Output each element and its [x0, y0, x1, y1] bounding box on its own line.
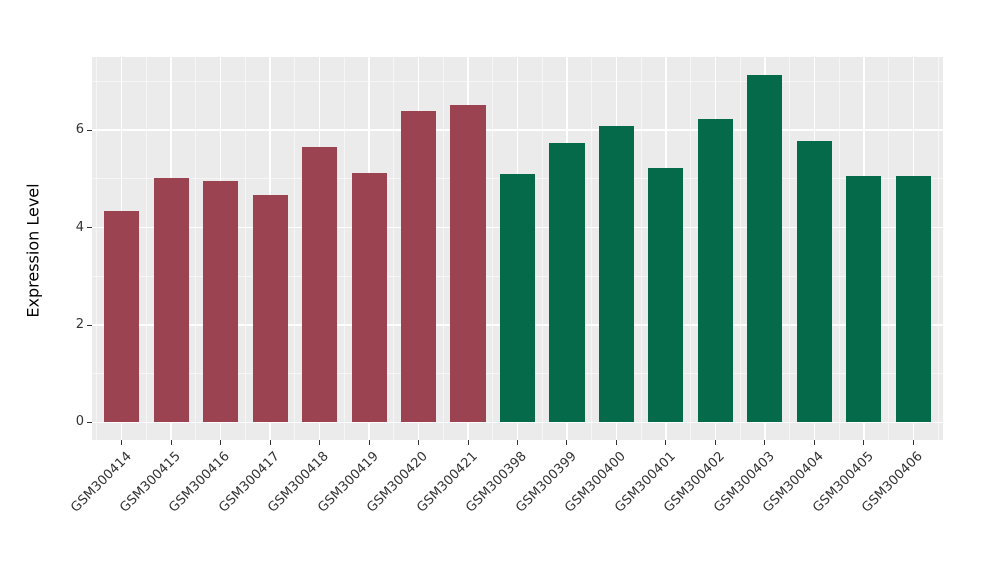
bar-GSM300417 [252, 195, 288, 423]
x-tick-mark [220, 440, 222, 445]
gridline-minor-v [244, 57, 246, 440]
x-tick-mark [863, 440, 865, 445]
gridline-minor-v [690, 57, 692, 440]
y-tick-mark [87, 227, 92, 229]
gridline-minor-v [591, 57, 593, 440]
bar-GSM300414 [104, 211, 140, 423]
x-tick-mark [418, 440, 420, 445]
bar-GSM300398 [499, 174, 536, 423]
y-tick-label: 0 [75, 414, 84, 430]
x-tick-mark [170, 440, 172, 445]
gridline-minor-v [442, 57, 444, 440]
bar-GSM300399 [549, 143, 585, 423]
bar-GSM300421 [450, 104, 486, 423]
bar-GSM300416 [203, 181, 239, 423]
gridline-minor-v [195, 57, 197, 440]
x-tick-mark [269, 440, 271, 445]
x-tick-mark [319, 440, 321, 445]
bar-GSM300403 [747, 74, 783, 423]
gridline-minor-v [393, 57, 395, 440]
bar-GSM300400 [598, 126, 634, 423]
gridline-minor-v [937, 57, 939, 440]
gridline-minor-v [294, 57, 296, 440]
x-tick-mark [764, 440, 766, 445]
bar-GSM300419 [351, 172, 387, 423]
x-tick-mark [121, 440, 123, 445]
y-tick-label: 6 [75, 122, 84, 138]
x-tick-mark [467, 440, 469, 445]
gridline-minor-v [739, 57, 741, 440]
gridline-minor-v [789, 57, 791, 440]
x-tick-mark [714, 440, 716, 445]
gridline-minor-v [96, 57, 98, 440]
bar-GSM300420 [400, 110, 437, 423]
y-axis-title: Expression Level [23, 183, 43, 318]
x-tick-mark [517, 440, 518, 445]
x-tick-mark [615, 440, 617, 445]
bar-GSM300402 [697, 118, 733, 423]
gridline-minor-v [145, 57, 147, 440]
gridline-minor-v [640, 57, 642, 440]
y-tick-mark [87, 129, 92, 131]
bar-GSM300401 [648, 167, 684, 423]
y-tick-mark [87, 324, 92, 326]
x-tick-mark [566, 440, 568, 445]
bar-GSM300404 [796, 140, 832, 423]
bar-GSM300418 [302, 146, 338, 423]
x-tick-mark [368, 440, 370, 445]
gridline-minor-v [838, 57, 840, 440]
gridline-minor-v [343, 57, 345, 440]
y-tick-label: 2 [75, 317, 84, 332]
bar-GSM300405 [846, 175, 882, 423]
plot-panel [92, 57, 943, 440]
gridline-minor-v [888, 57, 890, 440]
bar-GSM300415 [153, 178, 189, 423]
y-tick-mark [87, 421, 92, 423]
bar-GSM300406 [895, 175, 931, 423]
gridline-minor-v [492, 57, 494, 440]
x-tick-mark [665, 440, 667, 445]
gridline-minor-v [541, 57, 543, 440]
y-tick-label: 4 [75, 219, 84, 235]
x-tick-mark [813, 440, 815, 445]
x-tick-mark [912, 440, 914, 445]
